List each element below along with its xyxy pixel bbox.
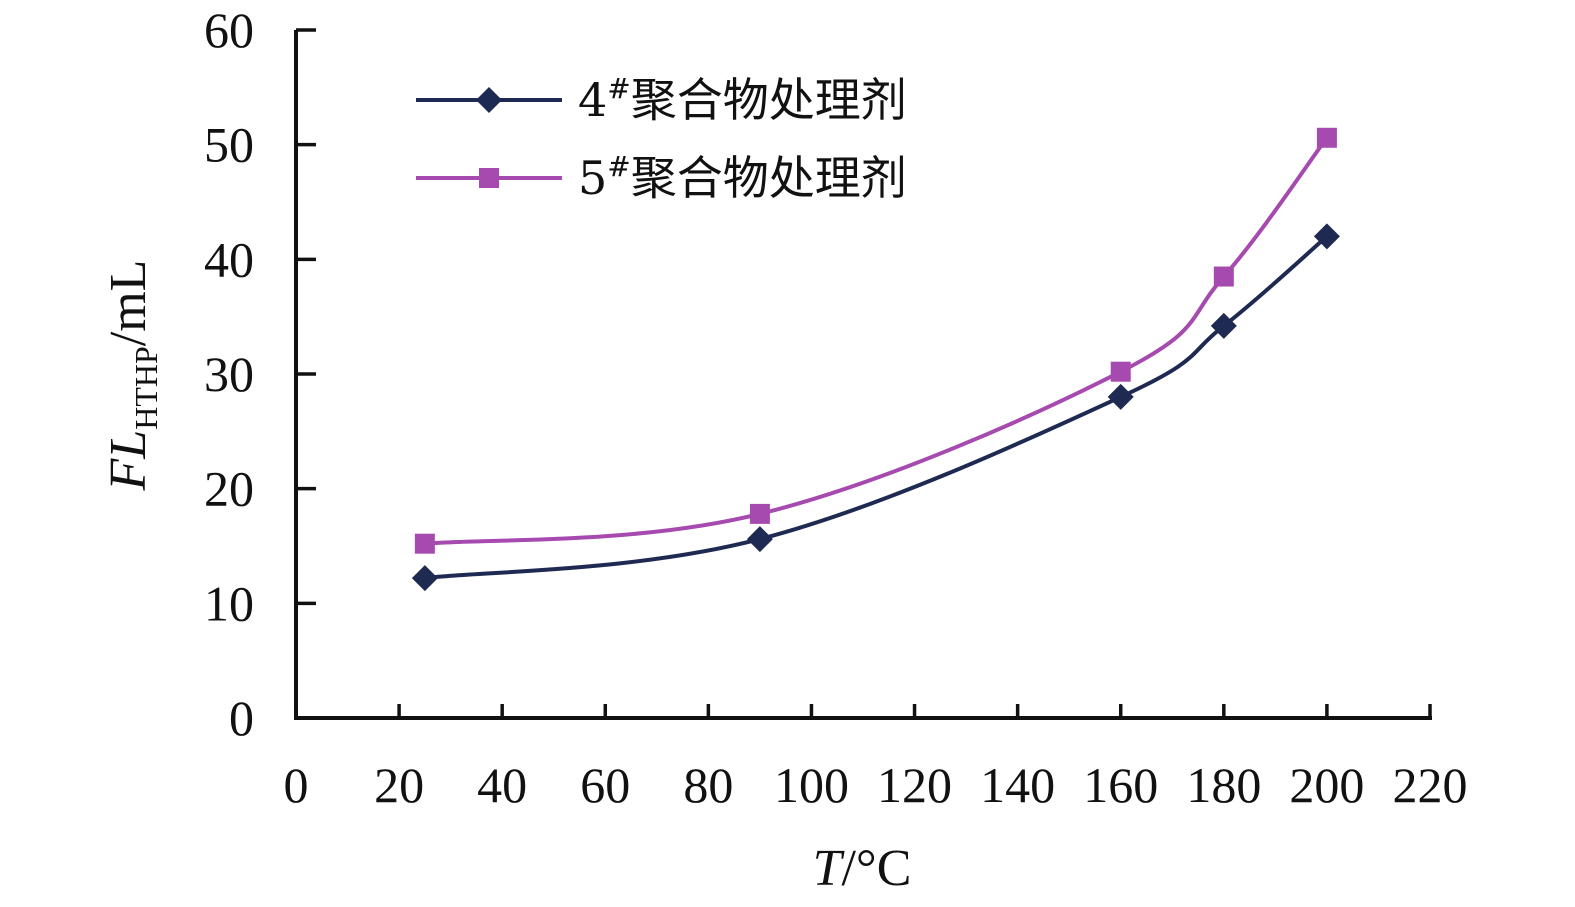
legend-label: 5#聚合物处理剂	[578, 150, 907, 205]
x-tick-label: 80	[683, 757, 733, 813]
x-tick-label: 180	[1186, 757, 1261, 813]
x-tick-label: 200	[1289, 757, 1364, 813]
y-tick-label: 40	[204, 231, 254, 287]
x-tick-label: 120	[877, 757, 952, 813]
x-tick-label: 20	[374, 757, 424, 813]
data-point	[1213, 266, 1234, 287]
x-tick-label: 0	[284, 757, 309, 813]
x-tick-label: 40	[477, 757, 527, 813]
data-point	[749, 503, 770, 524]
y-axis-ticks: 0 10 20 30 40 50 60	[204, 2, 316, 746]
x-axis-ticks: 0 20 40 60 80 100 120 140 160 180 200 220	[284, 704, 1468, 813]
axes	[294, 30, 1432, 720]
legend: 4#聚合物处理剂 5#聚合物处理剂	[416, 72, 907, 205]
data-point	[1313, 223, 1340, 250]
series-2-line	[424, 136, 1329, 546]
x-tick-label: 160	[1083, 757, 1158, 813]
data-point	[414, 533, 435, 554]
y-axis-title: FLHTHP/mL	[100, 260, 164, 492]
y-tick-label: 60	[204, 2, 254, 58]
y-tick-label: 50	[204, 117, 254, 173]
y-tick-label: 0	[229, 690, 254, 746]
legend-swatch-marker	[479, 168, 499, 188]
x-tick-label: 220	[1393, 757, 1468, 813]
y-tick-label: 30	[204, 346, 254, 402]
y-tick-label: 20	[204, 461, 254, 517]
x-tick-label: 100	[774, 757, 849, 813]
series-layer	[411, 127, 1340, 592]
data-point	[1107, 383, 1134, 410]
series-1	[411, 223, 1340, 592]
data-point	[1110, 361, 1131, 382]
legend-item-2: 5#聚合物处理剂	[416, 150, 907, 205]
series-1-line	[424, 234, 1329, 581]
x-tick-label: 60	[580, 757, 630, 813]
series-2	[414, 127, 1337, 554]
data-point	[1210, 312, 1237, 339]
legend-label: 4#聚合物处理剂	[578, 72, 907, 127]
data-point	[411, 565, 438, 592]
data-point	[1316, 127, 1337, 148]
y-tick-label: 10	[204, 575, 254, 631]
legend-swatch-marker	[476, 87, 502, 113]
x-tick-label: 140	[980, 757, 1055, 813]
x-axis-title: T/°C	[813, 840, 912, 897]
legend-item-1: 4#聚合物处理剂	[416, 72, 907, 127]
data-point	[746, 526, 773, 553]
